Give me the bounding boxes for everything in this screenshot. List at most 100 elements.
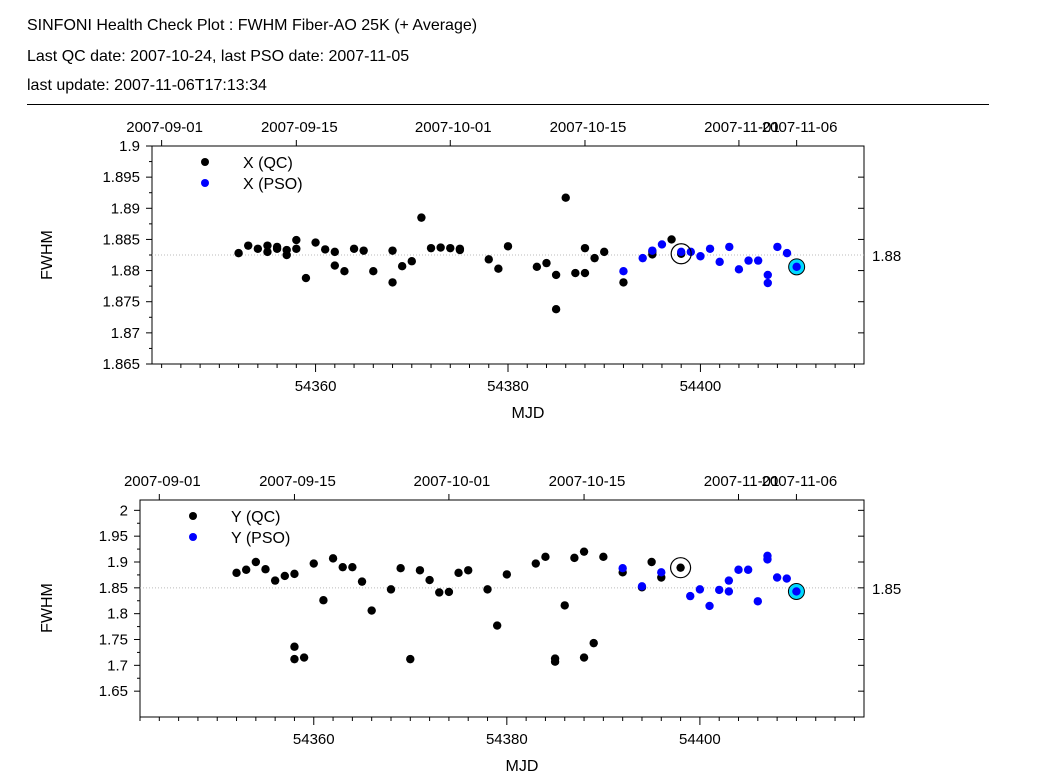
- x-legend-marker: [201, 158, 209, 166]
- x-qc-point: [292, 235, 301, 245]
- y-y-tick-label: 1.9: [107, 554, 128, 571]
- x-qc-point: [263, 241, 272, 250]
- y-y-tick-label: 1.85: [99, 580, 128, 597]
- y-qc-point: [241, 565, 251, 574]
- x-x-tick-label: 54400: [680, 378, 722, 395]
- y-y-tick-label: 1.65: [99, 683, 128, 700]
- y-qc-point: [251, 557, 261, 567]
- x-qc-point: [340, 266, 349, 276]
- x-qc-point: [455, 245, 465, 255]
- y-y-tick-label: 2: [120, 502, 128, 519]
- x-date-tick-label: 2007-11-01: [704, 119, 780, 136]
- y-y-tick-label: 1.75: [99, 632, 128, 649]
- x-qc-point: [484, 255, 493, 264]
- y-qc-point: [290, 642, 299, 651]
- x-qc-point: [503, 242, 513, 251]
- x-qc-point: [397, 262, 407, 271]
- y-date-tick-label: 2007-11-01: [704, 473, 780, 490]
- x-date-tick-label: 2007-10-01: [415, 119, 492, 136]
- y-y-axis-label: FWHM: [39, 583, 56, 633]
- y-qc-point: [454, 568, 463, 578]
- y-last-qc-marker: [669, 557, 692, 579]
- y-pso-point: [695, 585, 705, 594]
- y-qc-point: [396, 564, 405, 573]
- x-qc-point: [542, 258, 551, 268]
- y-qc-point: [270, 576, 280, 585]
- y-pso-point: [618, 564, 627, 573]
- y-qc-point: [406, 654, 415, 664]
- y-qc-point: [464, 566, 473, 575]
- x-qc-point: [244, 241, 253, 250]
- x-qc-point: [253, 244, 263, 253]
- x-pso-point: [696, 252, 705, 261]
- y-qc-point: [357, 577, 367, 586]
- y-pso-point: [657, 568, 666, 577]
- x-pso-point: [734, 265, 744, 274]
- x-last-qc-marker: [670, 243, 692, 265]
- y-qc-point: [348, 562, 357, 572]
- x-legend-marker: [201, 179, 209, 187]
- x-qc-point: [551, 304, 561, 314]
- x-qc-point: [388, 278, 397, 287]
- y-pso-point: [637, 582, 647, 591]
- x-pso-point: [619, 266, 628, 276]
- y-pso-point: [782, 574, 791, 583]
- y-pso-point: [715, 585, 724, 595]
- x-y-tick-label: 1.865: [102, 356, 140, 373]
- x-pso-point: [657, 240, 667, 249]
- y-qc-point: [599, 552, 608, 562]
- last-dates-line: Last QC date: 2007-10-24, last PSO date:…: [27, 48, 410, 65]
- y-qc-point: [338, 562, 347, 572]
- y-date-tick-label: 2007-10-01: [414, 473, 491, 490]
- y-qc-point: [261, 565, 270, 574]
- x-pso-point: [725, 242, 734, 252]
- y-qc-point: [676, 563, 685, 572]
- y-y-tick-label: 1.8: [107, 606, 128, 623]
- y-qc-point: [560, 601, 569, 610]
- x-qc-point: [426, 243, 436, 253]
- x-qc-point: [272, 244, 282, 253]
- x-pso-point: [705, 244, 715, 253]
- x-qc-point: [292, 244, 301, 253]
- x-x-tick-label: 54380: [487, 378, 529, 395]
- x-qc-point: [301, 273, 311, 283]
- x-qc-point: [330, 247, 340, 257]
- x-qc-point: [580, 243, 590, 253]
- x-y-tick-label: 1.89: [111, 200, 140, 217]
- x-qc-point: [369, 266, 378, 276]
- x-x-axis-label: MJD: [512, 405, 545, 422]
- page-title: SINFONI Health Check Plot : FWHM Fiber-A…: [27, 17, 478, 34]
- y-qc-point: [531, 559, 540, 568]
- x-y-tick-label: 1.9: [119, 138, 140, 155]
- x-qc-point: [311, 238, 320, 247]
- y-qc-point: [435, 588, 444, 597]
- x-last-pso-point: [792, 262, 801, 272]
- x-pso-point: [763, 270, 772, 280]
- x-y-axis-label: FWHM: [39, 230, 56, 280]
- x-x-tick-label: 54360: [295, 378, 337, 395]
- x-y-tick-label: 1.88: [111, 263, 140, 280]
- x-qc-point: [330, 261, 340, 270]
- y-last-pso-point: [792, 587, 801, 596]
- x-date-tick-label: 2007-09-01: [126, 119, 203, 136]
- x-qc-point: [388, 246, 397, 255]
- y-qc-point: [425, 575, 434, 585]
- x-y-tick-label: 1.87: [111, 325, 140, 342]
- x-legend-label: X (PSO): [243, 176, 303, 193]
- x-y-tick-label: 1.885: [102, 231, 140, 248]
- y-qc-point: [299, 653, 309, 662]
- y-date-tick-label: 2007-09-15: [259, 473, 336, 490]
- x-qc-point: [532, 262, 542, 272]
- last-update-line: last update: 2007-11-06T17:13:34: [27, 77, 267, 94]
- y-qc-point: [579, 653, 589, 662]
- y-x-tick-label: 54400: [679, 731, 721, 748]
- x-qc-point: [417, 213, 426, 222]
- y-qc-point: [444, 587, 454, 597]
- x-qc-point: [282, 245, 291, 255]
- y-x-tick-label: 54380: [486, 731, 528, 748]
- y-pso-point: [734, 565, 743, 574]
- x-pso-point: [638, 253, 647, 263]
- x-pso-point: [753, 256, 763, 265]
- y-x-tick-label: 54360: [293, 731, 335, 748]
